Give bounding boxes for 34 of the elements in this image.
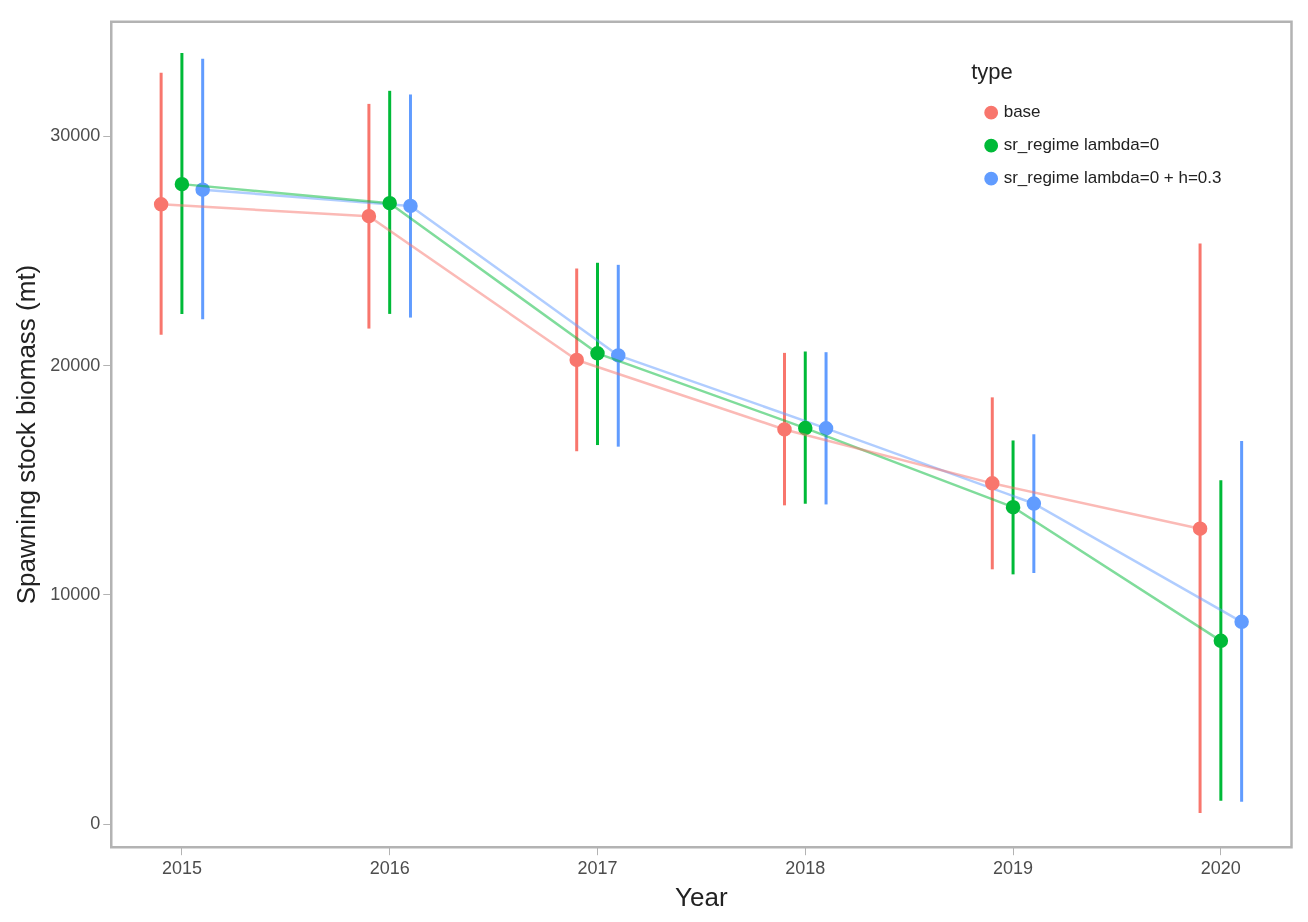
- point: [590, 346, 605, 361]
- point: [777, 422, 792, 437]
- point: [382, 195, 397, 211]
- point: [361, 208, 377, 224]
- point: [1192, 521, 1208, 536]
- point: [985, 476, 1000, 491]
- point: [174, 176, 190, 192]
- point: [818, 421, 834, 436]
- y-axis-title: Spawning stock biomass (mt): [10, 264, 41, 605]
- point: [403, 198, 418, 214]
- x-tick-label: 2019: [993, 857, 1034, 878]
- x-tick-label: 2017: [577, 857, 618, 878]
- point: [195, 182, 210, 197]
- legend-label: sr_regime lambda=0: [1003, 135, 1160, 155]
- legend-label: base: [1003, 102, 1041, 122]
- x-tick-label: 2015: [161, 857, 202, 878]
- point: [1005, 499, 1021, 515]
- point: [569, 352, 584, 368]
- x-tick-label: 2020: [1200, 857, 1241, 878]
- y-tick-label: 20000: [50, 354, 101, 375]
- legend-title: type: [971, 58, 1013, 84]
- x-tick-label: 2016: [369, 857, 410, 878]
- point: [153, 197, 169, 212]
- legend-label: sr_regime lambda=0 + h=0.3: [1003, 168, 1222, 188]
- y-tick-label: 10000: [50, 583, 101, 604]
- x-axis-title: Year: [675, 881, 728, 912]
- y-tick-label: 30000: [50, 125, 101, 146]
- point: [1213, 633, 1229, 649]
- point: [1234, 614, 1249, 630]
- x-tick-label: 2018: [785, 857, 826, 878]
- point: [798, 420, 813, 436]
- point: [611, 348, 626, 363]
- y-tick-label: 0: [90, 813, 101, 834]
- point: [1026, 496, 1042, 511]
